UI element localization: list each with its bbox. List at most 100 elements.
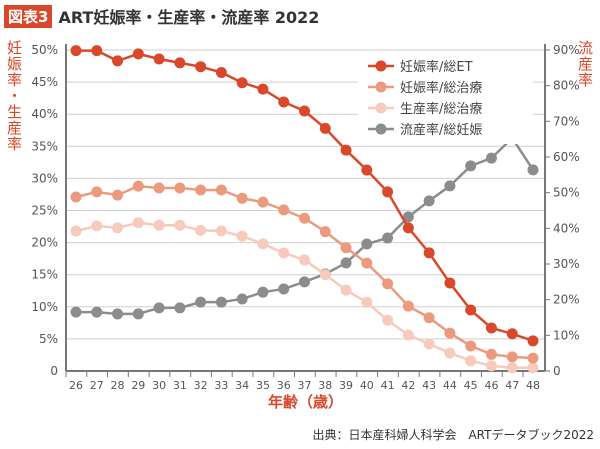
data-point: [132, 308, 144, 320]
data-point: [70, 45, 82, 57]
left-tick-label: 45%: [31, 75, 58, 89]
left-tick-label: 10%: [31, 300, 58, 314]
left-tick-label: 20%: [31, 236, 58, 250]
data-point: [361, 296, 373, 308]
data-point: [174, 219, 186, 231]
data-point: [153, 53, 165, 65]
data-point: [91, 186, 103, 198]
series-line: [75, 221, 533, 370]
data-point: [299, 276, 310, 288]
right-tick-label: 90%: [553, 43, 580, 57]
data-point: [485, 152, 497, 164]
x-tick-label: 27: [90, 379, 104, 392]
x-tick-label: 43: [422, 379, 436, 392]
data-point: [174, 182, 186, 194]
x-axis-title: 年齢（歳）: [268, 393, 343, 411]
data-point: [382, 232, 394, 244]
data-point: [402, 211, 414, 223]
data-point: [278, 96, 290, 108]
data-point: [112, 55, 124, 67]
data-point: [444, 180, 456, 192]
right-tick-label: 60%: [553, 150, 580, 164]
data-point: [506, 351, 518, 363]
left-axis-label: 妊娠率・生産率: [5, 40, 23, 152]
x-tick-label: 40: [360, 379, 374, 392]
x-tick-label: 34: [235, 379, 249, 392]
x-tick-label: 28: [111, 379, 125, 392]
left-tick-label: 25%: [31, 204, 58, 218]
x-tick-label: 33: [214, 379, 228, 392]
data-point: [382, 186, 394, 198]
data-point: [132, 180, 144, 192]
data-point: [340, 257, 352, 269]
data-point: [485, 348, 497, 360]
data-point: [257, 286, 269, 298]
x-tick-label: 41: [381, 379, 395, 392]
data-point: [132, 48, 144, 60]
legend-label: 妊娠率/総治療: [400, 80, 482, 96]
data-point: [278, 247, 290, 259]
data-point: [382, 314, 394, 326]
legend-marker: [375, 60, 387, 72]
data-point: [195, 61, 207, 73]
x-tick-label: 46: [484, 379, 498, 392]
x-tick-label: 29: [131, 379, 145, 392]
legend-marker: [375, 123, 387, 135]
data-point: [506, 328, 518, 340]
left-tick-label: 15%: [31, 268, 58, 282]
data-point: [527, 352, 539, 364]
right-tick-label: 10%: [553, 328, 580, 342]
data-point: [485, 322, 497, 334]
right-tick-label: 50%: [553, 186, 580, 200]
legend-label: 流産率/総妊娠: [400, 122, 482, 138]
data-point: [423, 338, 435, 350]
x-tick-label: 30: [152, 379, 166, 392]
data-point: [278, 204, 290, 216]
data-point: [340, 284, 352, 296]
legend-label: 妊娠率/総ET: [400, 59, 473, 75]
x-tick-label: 38: [318, 379, 332, 392]
data-point: [527, 362, 539, 374]
right-tick-label: 0: [553, 364, 561, 378]
x-tick-label: 39: [339, 379, 353, 392]
data-point: [382, 278, 394, 290]
data-point: [112, 189, 124, 201]
data-point: [278, 283, 290, 295]
data-point: [215, 66, 227, 78]
data-point: [153, 182, 165, 194]
legend-marker: [375, 81, 387, 93]
left-tick-label: 40%: [31, 107, 58, 121]
data-point: [257, 196, 269, 208]
data-point: [423, 247, 435, 259]
data-point: [465, 340, 477, 352]
data-point: [402, 300, 414, 312]
x-tick-label: 48: [526, 379, 540, 392]
x-tick-label: 31: [173, 379, 187, 392]
chart-title: 図表3 ART妊娠率・生産率・流産率 2022: [4, 4, 319, 28]
data-point: [70, 191, 82, 203]
x-tick-label: 26: [69, 379, 83, 392]
data-point: [91, 306, 103, 318]
data-point: [112, 222, 124, 234]
right-tick-label: 30%: [553, 257, 580, 271]
x-tick-label: 44: [443, 379, 457, 392]
left-tick-label: 35%: [31, 139, 58, 153]
data-point: [340, 242, 352, 254]
data-point: [444, 277, 456, 289]
data-point: [236, 77, 248, 89]
data-point: [70, 306, 82, 318]
data-point: [299, 105, 310, 117]
source-note: 出典：日本産科婦人科学会 ARTデータブック2022: [312, 428, 594, 442]
left-tick-label: 50%: [31, 43, 58, 57]
data-point: [319, 122, 331, 134]
data-point: [402, 329, 414, 341]
right-tick-label: 70%: [553, 114, 580, 128]
data-point: [465, 355, 477, 367]
x-tick-label: 47: [505, 379, 519, 392]
data-point: [70, 225, 82, 237]
data-point: [361, 257, 373, 269]
data-point: [236, 192, 248, 204]
data-point: [361, 164, 373, 176]
